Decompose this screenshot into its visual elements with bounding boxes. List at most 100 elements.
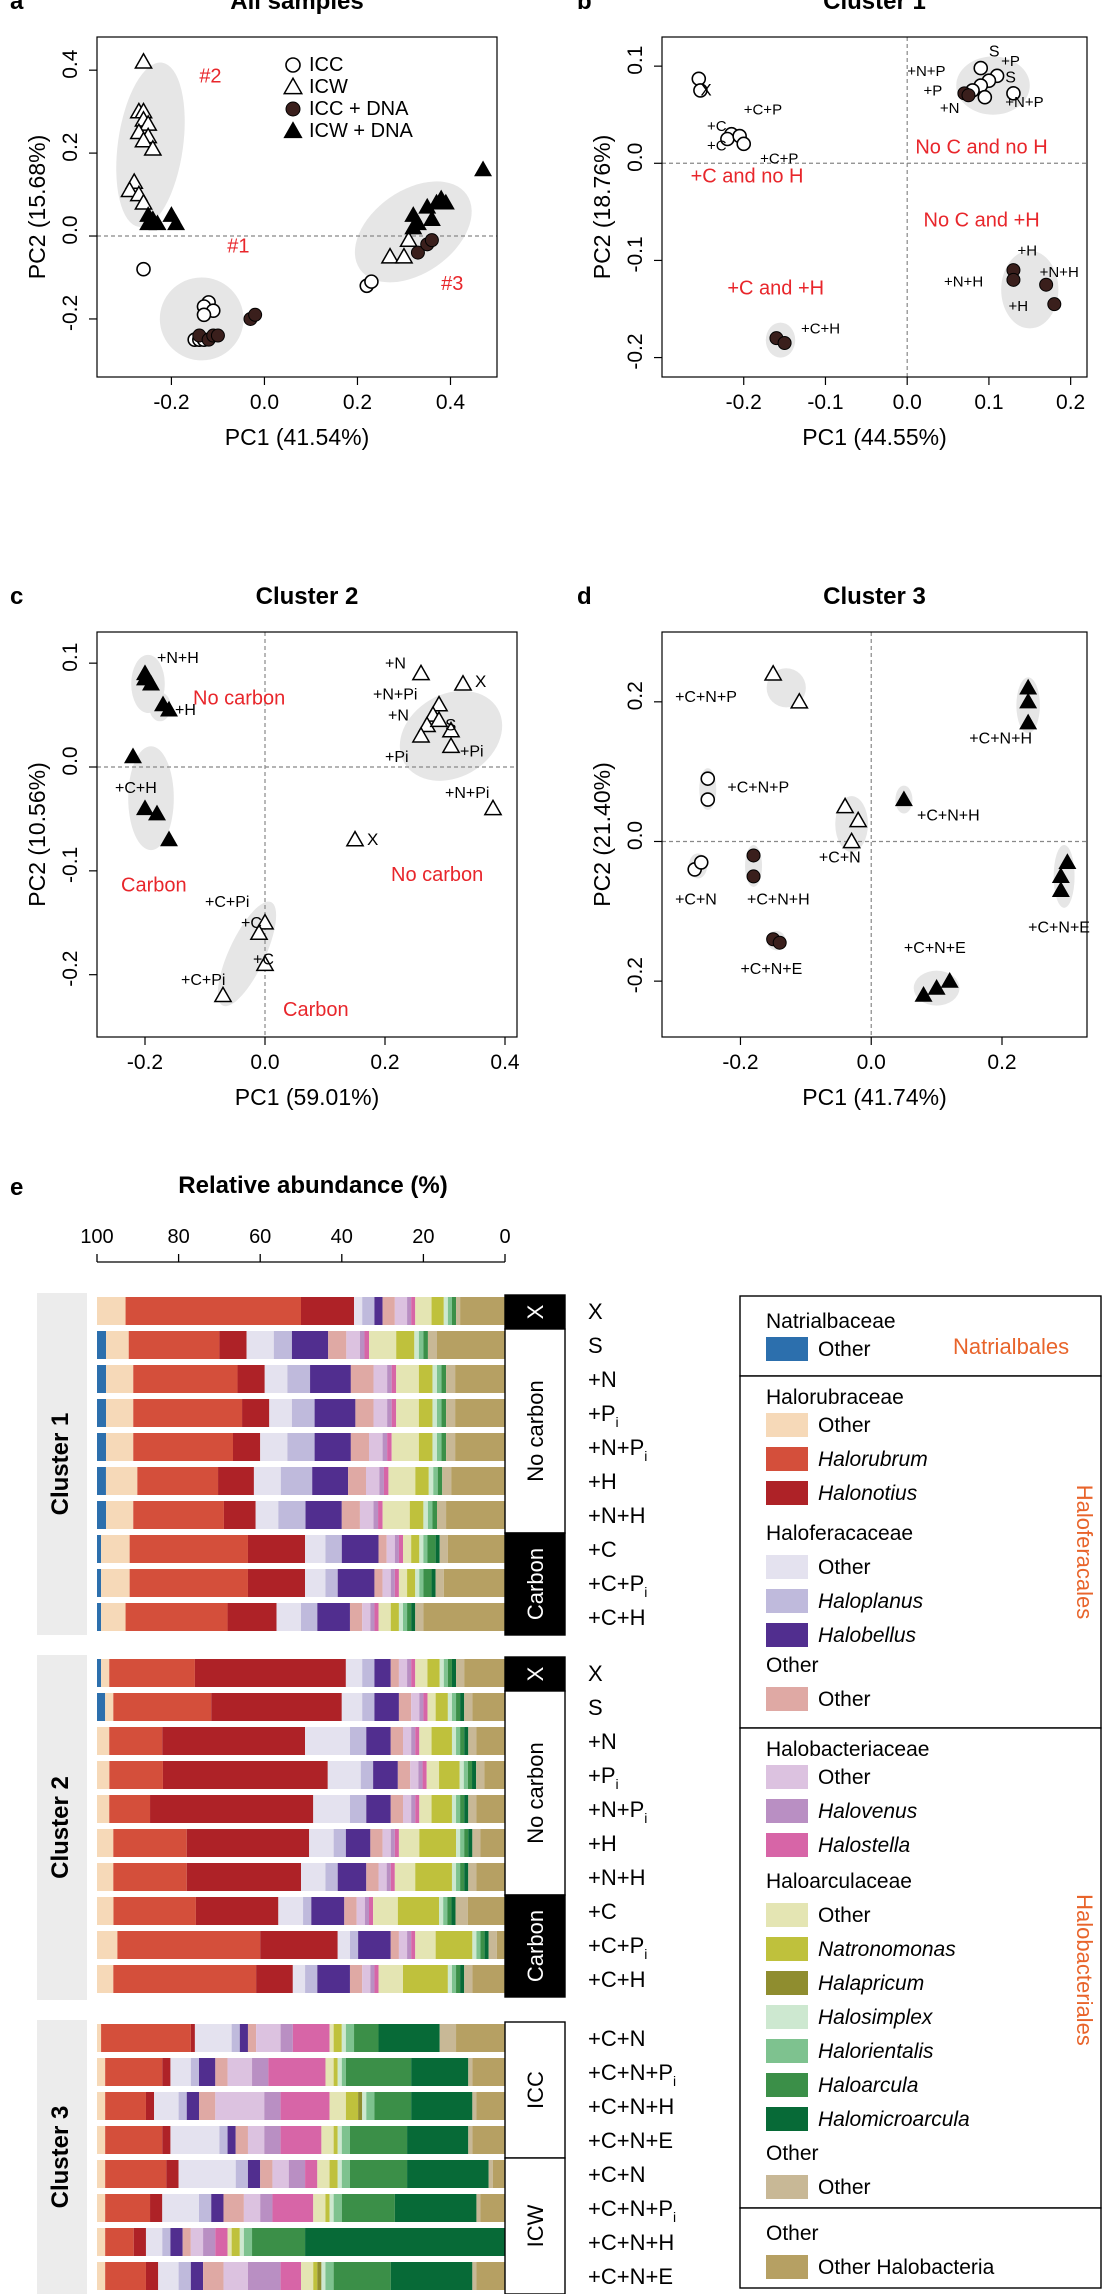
bar-segment [370, 1829, 383, 1857]
bar-segment [390, 1569, 395, 1597]
panel-letter: a [10, 0, 24, 15]
bar-segment [305, 1727, 350, 1755]
bar-segment [186, 1863, 301, 1891]
point-label: +N [940, 100, 960, 117]
legend-item: Other [818, 1904, 871, 1927]
point-label: +N [388, 707, 409, 724]
bar-segment [468, 1863, 477, 1891]
sample-label: +Pi [588, 1401, 619, 1430]
bar-segment [109, 1659, 195, 1687]
bar-segment [321, 2126, 334, 2154]
bar-segment [362, 1603, 371, 1631]
bar-segment [446, 1433, 456, 1461]
bar-segment [397, 1897, 440, 1925]
bar-segment [333, 2194, 342, 2222]
sample-label: +Pi [588, 1763, 619, 1792]
bar-segment [305, 2160, 318, 2188]
bar-segment [415, 1603, 424, 1631]
bar-segment [390, 1659, 399, 1687]
bar-segment [464, 1727, 469, 1755]
y-axis-label: PC2 (10.56%) [24, 762, 50, 906]
sample-label: +C+N [588, 2026, 645, 2051]
bar-segment [455, 1365, 505, 1393]
bar-segment [423, 1693, 428, 1721]
bar-segment [349, 2126, 408, 2154]
bar-segment [374, 1659, 391, 1687]
bar-segment [312, 1467, 349, 1495]
point-label: S [989, 43, 1000, 60]
bar-segment [162, 1761, 328, 1789]
data-point [973, 60, 989, 76]
bar-segment [411, 1693, 420, 1721]
data-point [777, 336, 792, 350]
bar-segment [394, 1535, 399, 1563]
bar-segment [484, 1761, 505, 1789]
bar-segment [305, 1501, 342, 1529]
data-point [746, 869, 761, 884]
data-point [285, 57, 301, 73]
bar-segment [350, 1365, 374, 1393]
bar-segment [410, 1761, 419, 1789]
bar-segment [239, 2024, 248, 2052]
y-tick-label: 0.0 [59, 746, 82, 775]
bar-segment [394, 1829, 399, 1857]
bar-segment [418, 1399, 433, 1427]
legend-item: Other [818, 1688, 871, 1711]
bar-segment [129, 1569, 248, 1597]
data-point [927, 978, 946, 995]
bar-segment [411, 1727, 416, 1755]
bar-segment [460, 1829, 465, 1857]
bar-segment [374, 1603, 379, 1631]
bar-segment [387, 1365, 392, 1393]
bar-segment [243, 2228, 253, 2256]
bar-segment [231, 2024, 240, 2052]
bar-segment [329, 2160, 338, 2188]
x-tick-label: 0.2 [343, 391, 372, 414]
bar-segment [451, 1965, 457, 1993]
bar-segment [203, 2262, 224, 2290]
bar-segment [325, 1863, 338, 1891]
bar-segment [349, 1931, 359, 1959]
bar-segment [219, 2126, 228, 2154]
bar-segment [488, 1931, 497, 1959]
data-point [842, 831, 862, 849]
bar-segment [456, 1659, 465, 1687]
bar-segment [328, 1331, 347, 1359]
bar-segment [492, 2160, 505, 2188]
bar-segment [106, 1501, 134, 1529]
bar-segment [467, 1897, 505, 1925]
order-label: Natrialbales [953, 1334, 1069, 1359]
data-point [283, 121, 303, 139]
data-point [772, 935, 787, 950]
bar-segment [456, 1829, 461, 1857]
panel-title: Cluster 1 [823, 0, 926, 15]
cluster-ellipse [128, 746, 174, 851]
data-point [746, 848, 761, 863]
bar-segment [97, 1297, 126, 1325]
legend-entry: ICW [309, 76, 348, 98]
bar-segment [451, 1727, 457, 1755]
legend-swatch [766, 1833, 808, 1857]
bar-segment [411, 1931, 416, 1959]
bar-segment [390, 1795, 403, 1823]
sample-label: +N [588, 1729, 617, 1754]
x-tick-label: 0.2 [370, 1051, 399, 1074]
bar-segment [162, 2228, 171, 2256]
bar-segment [101, 1659, 110, 1687]
bar-segment [333, 2262, 391, 2290]
bar-segment [391, 1399, 397, 1427]
bar-segment [373, 1761, 398, 1789]
plot-frame [661, 36, 1088, 378]
bar-segment [247, 2262, 281, 2290]
bar-segment [472, 1829, 481, 1857]
bar-segment [451, 1863, 457, 1891]
abundance-tick-label: 60 [249, 1226, 271, 1248]
legend-swatch [766, 1903, 808, 1927]
bar-segment [391, 1433, 419, 1461]
x-axis-label: PC1 (44.55%) [802, 424, 946, 450]
condition-box-label: ICC [523, 2071, 548, 2109]
point-label: +N+H [1040, 264, 1079, 281]
bar-segment [480, 2194, 505, 2222]
x-tick-label: 0.4 [436, 391, 466, 414]
data-point [1006, 86, 1021, 101]
